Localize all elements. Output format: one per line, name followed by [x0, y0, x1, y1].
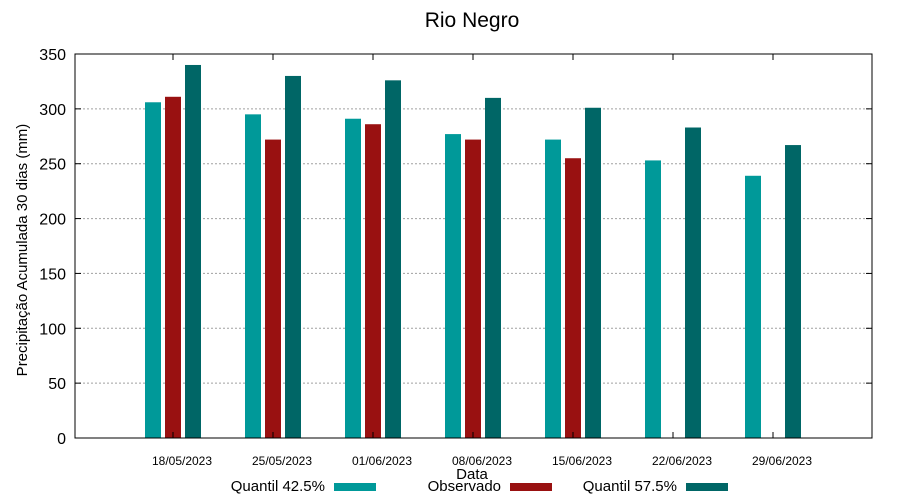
chart-title: Rio Negro [425, 9, 520, 32]
y-tick-label: 350 [39, 47, 66, 64]
legend-swatch [686, 483, 728, 491]
y-axis-ticks: 0 50 100 150 200 250 300 350 [39, 47, 872, 448]
x-axis-ticks: 18/05/2023 25/05/2023 01/06/2023 08/06/2023… [152, 54, 812, 468]
bar-quantil-42-0 [145, 102, 161, 438]
x-tick-label: 15/06/2023 [552, 454, 612, 468]
legend-label: Observado [428, 478, 501, 495]
x-tick-label: 29/06/2023 [752, 454, 812, 468]
bar-quantil-42-6 [745, 175, 761, 439]
bar-observado-2 [365, 124, 381, 439]
bar-observado-4 [565, 158, 581, 438]
legend-swatch [510, 483, 552, 491]
bar-quantil-42-3 [445, 134, 461, 438]
bar-observado-1 [265, 139, 281, 438]
x-tick-label: 01/06/2023 [352, 454, 412, 468]
x-tick-label: 18/05/2023 [152, 454, 212, 468]
bar-quantil-57-4 [585, 107, 601, 438]
bar-quantil-57-1 [285, 75, 301, 438]
y-tick-label: 150 [39, 266, 66, 283]
x-axis-label: Data [456, 466, 488, 483]
y-tick-label: 50 [48, 376, 66, 393]
bar-quantil-57-0 [185, 64, 201, 438]
bar-observado-0 [165, 96, 181, 438]
bar-quantil-42-1 [245, 114, 261, 438]
bar-quantil-57-2 [385, 80, 401, 439]
y-tick-label: 100 [39, 321, 66, 338]
grid-lines [75, 108, 872, 384]
x-tick-label: 25/05/2023 [252, 454, 312, 468]
bar-quantil-57-5 [685, 127, 701, 438]
y-tick-label: 300 [39, 102, 66, 119]
bar-quantil-42-4 [545, 139, 561, 438]
bars [145, 64, 801, 439]
bar-quantil-42-5 [645, 160, 661, 438]
bar-quantil-57-6 [785, 145, 801, 438]
legend-label: Quantil 57.5% [583, 478, 677, 495]
bar-quantil-57-3 [485, 97, 501, 438]
legend-label: Quantil 42.5% [231, 478, 325, 495]
x-tick-label: 22/06/2023 [652, 454, 712, 468]
legend-swatch [334, 483, 376, 491]
y-tick-label: 0 [57, 431, 66, 448]
bar-observado-3 [465, 139, 481, 438]
bar-quantil-42-2 [345, 118, 361, 438]
legend: Quantil 42.5% Observado Quantil 57.5% [231, 478, 728, 495]
y-tick-label: 250 [39, 157, 66, 174]
y-axis-label: Precipitação Acumulada 30 dias (mm) [14, 124, 31, 377]
x-tick-label: 08/06/2023 [452, 454, 512, 468]
y-tick-label: 200 [39, 212, 66, 229]
